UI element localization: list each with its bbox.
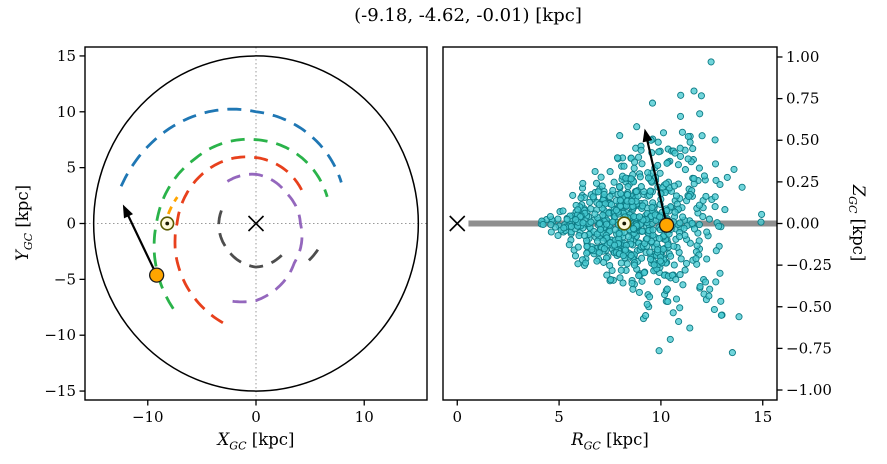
svg-text:15: 15 xyxy=(57,47,76,65)
svg-text:−15: −15 xyxy=(44,382,76,400)
svg-text:−0.25: −0.25 xyxy=(786,256,832,274)
svg-text:−10: −10 xyxy=(44,326,76,344)
svg-text:0.25: 0.25 xyxy=(786,173,819,191)
y-axis-unit: [kpc] xyxy=(12,184,32,233)
svg-text:5: 5 xyxy=(66,159,76,177)
svg-text:0.50: 0.50 xyxy=(786,131,819,149)
y-axis-subscript: GC xyxy=(845,196,859,214)
svg-text:0: 0 xyxy=(452,408,462,426)
svg-text:0.00: 0.00 xyxy=(786,215,819,233)
x-axis-subscript: GC xyxy=(229,439,247,453)
svg-text:15: 15 xyxy=(753,408,772,426)
figure-title: (-9.18, -4.62, -0.01) [kpc] xyxy=(354,5,582,26)
svg-text:0: 0 xyxy=(251,408,261,426)
x-axis-unit: [kpc] xyxy=(600,430,649,449)
x-axis-unit: [kpc] xyxy=(246,430,295,449)
y-axis-variable: Z xyxy=(849,184,869,197)
svg-text:−0.50: −0.50 xyxy=(786,298,832,316)
svg-text:10: 10 xyxy=(355,408,374,426)
svg-text:−0.75: −0.75 xyxy=(786,339,832,357)
svg-text:−10: −10 xyxy=(132,408,164,426)
svg-text:5: 5 xyxy=(554,408,564,426)
y-axis-unit: [kpc] xyxy=(849,213,869,262)
svg-text:10: 10 xyxy=(651,408,670,426)
x-axis-subscript: GC xyxy=(583,439,601,453)
x-axis-variable: X xyxy=(217,430,230,449)
svg-text:0.75: 0.75 xyxy=(786,90,819,108)
svg-text:1.00: 1.00 xyxy=(786,48,819,66)
y-axis-variable: Y xyxy=(12,250,32,262)
svg-text:10: 10 xyxy=(57,103,76,121)
x-axis-label-xy-panel: XGC [kpc] xyxy=(218,430,295,452)
x-axis-label-rz-panel: RGC [kpc] xyxy=(571,430,649,452)
y-axis-subscript: GC xyxy=(22,232,36,251)
y-axis-label-xy-panel: YGC [kpc] xyxy=(13,185,35,261)
x-axis-variable: R xyxy=(571,430,584,449)
y-axis-label-rz-panel: ZGC [kpc] xyxy=(846,185,868,262)
svg-text:−5: −5 xyxy=(54,270,76,288)
svg-text:−1.00: −1.00 xyxy=(786,381,832,399)
svg-text:0: 0 xyxy=(66,215,76,233)
